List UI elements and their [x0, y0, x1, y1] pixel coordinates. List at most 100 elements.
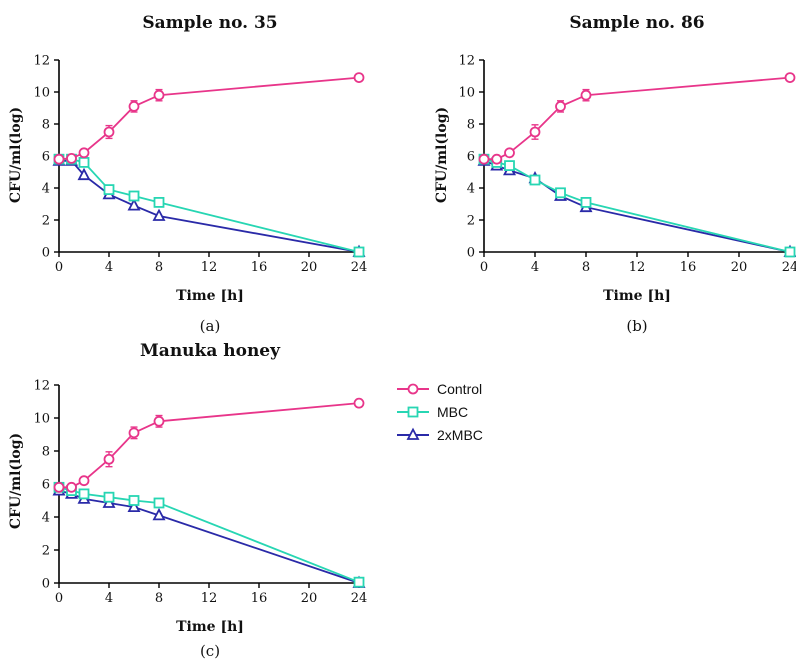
y-tick-label: 6	[467, 150, 475, 165]
data-point-control	[66, 152, 77, 164]
x-tick-label: 12	[201, 591, 218, 606]
data-point-mbc	[555, 187, 566, 199]
data-point-control	[78, 147, 90, 159]
series-line-control	[484, 76, 791, 161]
y-tick-label: 12	[33, 379, 50, 394]
data-point-mbc	[153, 196, 165, 208]
chart-panel-sample-35: Sample no. 35 CFU/ml(log) Time [h] (a) 0…	[8, 13, 367, 335]
legend-item-2xmbc: 2xMBC	[397, 427, 483, 443]
data-point-control	[529, 126, 541, 138]
chart-title: Manuka honey	[140, 341, 281, 361]
x-tick-label: 0	[55, 260, 63, 275]
data-point-mbc	[103, 184, 115, 196]
series-mbc	[53, 153, 365, 258]
series-control	[53, 397, 365, 493]
legend-item-mbc: MBC	[397, 404, 468, 420]
data-point-control	[491, 153, 503, 165]
series-line-2xmbc	[483, 159, 791, 253]
data-point-mbc	[504, 160, 515, 172]
y-tick-label: 10	[33, 412, 50, 427]
data-point-mbc	[153, 497, 165, 509]
y-tick-label: 12	[33, 54, 50, 69]
series-line-mbc	[59, 158, 360, 253]
y-tick-label: 2	[42, 214, 50, 229]
x-axis-title: Time [h]	[176, 288, 244, 304]
data-point-2xmbc	[127, 198, 141, 211]
series-line-mbc	[483, 158, 791, 253]
x-tick-label: 12	[629, 260, 646, 275]
x-tick-label: 4	[105, 260, 113, 275]
data-point-control	[78, 475, 90, 487]
x-tick-label: 16	[680, 260, 697, 275]
chart-title: Sample no. 35	[142, 13, 277, 33]
data-point-2xmbc	[127, 499, 141, 513]
x-tick-label: 0	[480, 260, 488, 275]
chart-panel-sample-86: Sample no. 86 CFU/ml(log) Time [h] (b) 0…	[434, 13, 796, 335]
y-tick-label: 8	[467, 118, 475, 133]
legend-square-icon	[407, 406, 419, 418]
x-tick-label: 4	[105, 591, 113, 606]
data-point-control	[128, 427, 140, 439]
data-point-mbc	[128, 190, 140, 202]
data-point-control	[103, 453, 115, 465]
x-tick-label: 0	[55, 591, 63, 606]
panel-label: (a)	[200, 317, 221, 335]
legend-label-control: Control	[437, 381, 482, 397]
y-tick-label: 0	[467, 246, 475, 261]
y-tick-label: 8	[42, 118, 50, 133]
x-tick-label: 16	[251, 260, 268, 275]
legend-circle-icon	[407, 383, 419, 395]
x-tick-label: 12	[201, 260, 218, 275]
x-tick-label: 24	[782, 260, 796, 275]
chart-panel-manuka-honey: Manuka honey CFU/ml(log) Time [h] (c) 0 4…	[8, 341, 367, 660]
y-axis-title: CFU/ml(log)	[8, 433, 24, 529]
data-point-mbc	[103, 491, 115, 503]
legend-label-mbc: MBC	[437, 404, 468, 420]
data-point-2xmbc	[77, 167, 91, 181]
data-point-control	[555, 101, 566, 112]
x-tick-label: 20	[731, 260, 748, 275]
data-point-2xmbc	[152, 208, 166, 221]
data-point-mbc	[78, 156, 90, 168]
data-point-control	[580, 89, 592, 101]
y-tick-label: 0	[42, 577, 50, 592]
data-point-control	[153, 415, 165, 427]
y-axis-title: CFU/ml(log)	[434, 107, 450, 203]
data-point-control	[353, 72, 365, 83]
y-tick-label: 6	[42, 150, 50, 165]
series-2xmbc	[52, 483, 366, 588]
series-line-2xmbc	[58, 489, 360, 584]
data-point-mbc	[353, 246, 365, 258]
data-point-control	[353, 397, 365, 409]
x-tick-label: 24	[351, 591, 368, 606]
y-tick-label: 2	[467, 214, 475, 229]
data-point-mbc	[353, 576, 365, 588]
y-tick-label: 4	[467, 182, 475, 197]
series-line-2xmbc	[59, 159, 360, 253]
y-tick-label: 10	[458, 86, 475, 101]
data-point-mbc	[78, 488, 90, 500]
data-point-control	[103, 126, 115, 138]
series-mbc	[53, 481, 365, 588]
series-line-control	[59, 402, 360, 489]
data-point-control	[66, 481, 77, 493]
data-point-control	[784, 72, 796, 83]
data-point-mbc	[128, 495, 140, 506]
legend-label-2xmbc: 2xMBC	[437, 427, 483, 443]
chart-legend: Control MBC 2xMBC	[397, 381, 483, 443]
y-tick-label: 0	[42, 246, 50, 261]
data-point-mbc	[529, 174, 541, 186]
y-tick-label: 10	[33, 86, 50, 101]
x-tick-label: 16	[251, 591, 268, 606]
data-point-control	[53, 481, 65, 493]
x-tick-label: 20	[301, 591, 318, 606]
x-tick-label: 8	[155, 591, 163, 606]
legend-item-control: Control	[397, 381, 482, 397]
y-tick-label: 4	[42, 182, 50, 197]
data-point-control	[504, 147, 515, 159]
series-line-control	[58, 76, 360, 161]
y-tick-label: 6	[42, 478, 50, 493]
